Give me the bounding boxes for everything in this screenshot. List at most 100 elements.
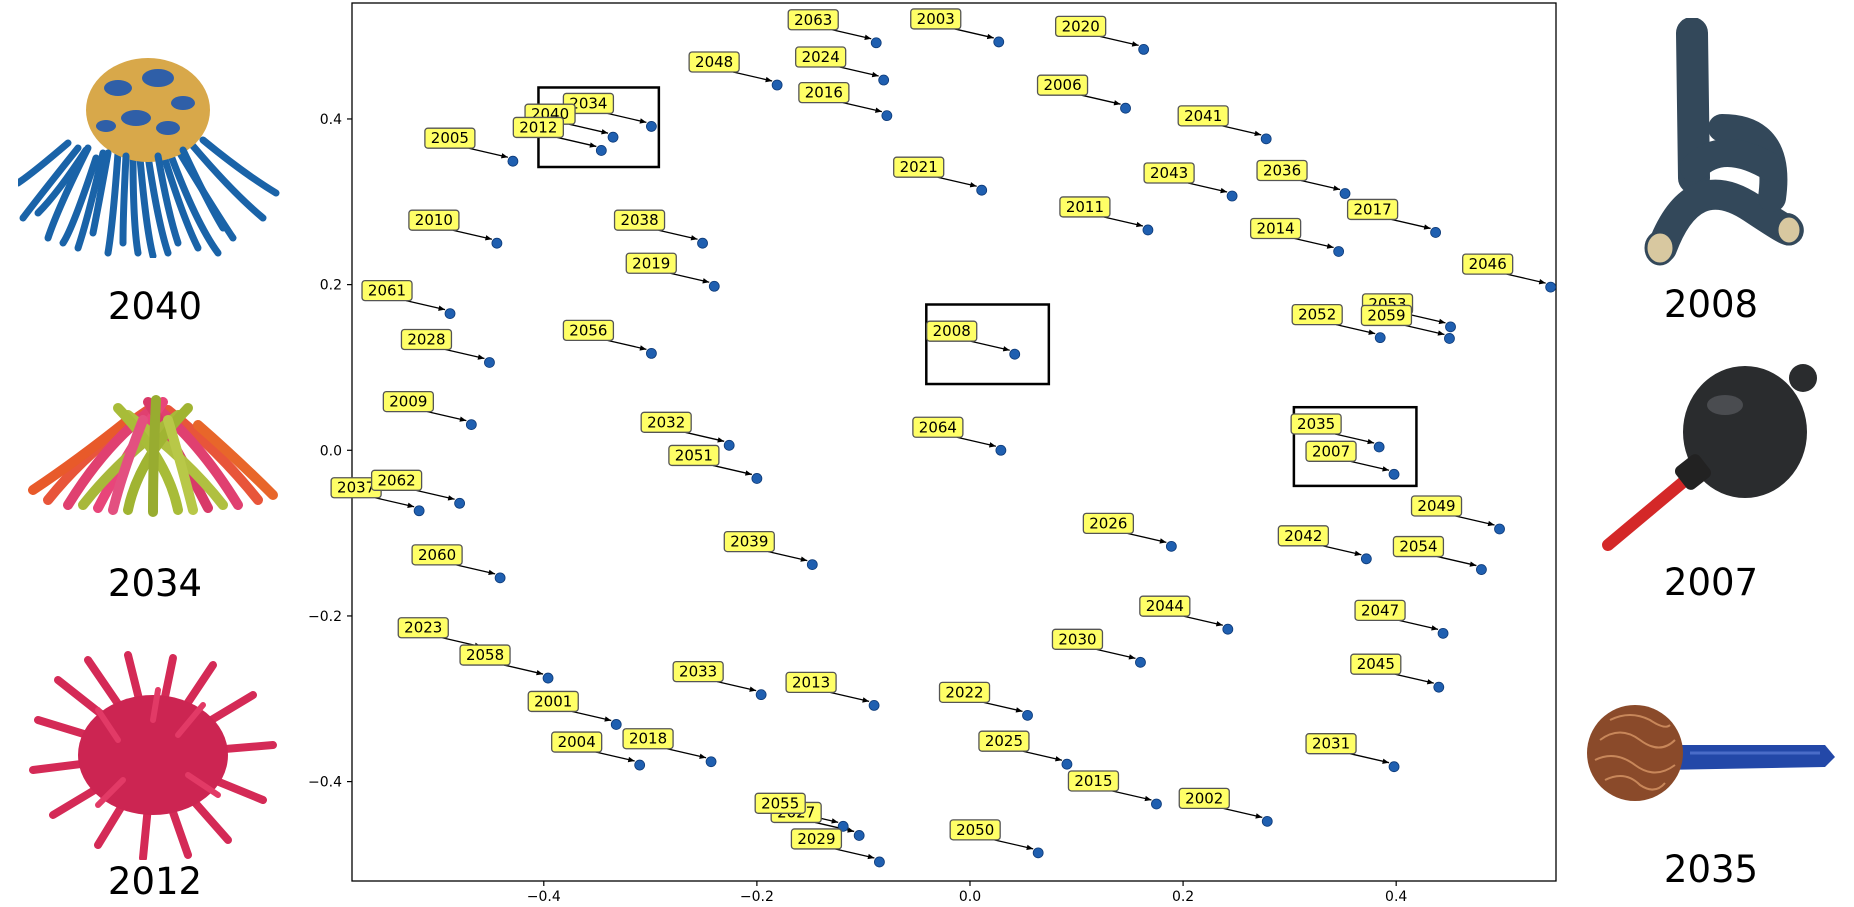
- arrow-head: [1423, 224, 1431, 230]
- annotation-arrow: [1506, 273, 1546, 284]
- annotation-arrow: [815, 821, 855, 833]
- arrow-head: [867, 853, 875, 860]
- point-label: 2041: [1184, 107, 1222, 125]
- point-label: 2061: [368, 282, 406, 300]
- point-label-box: [1462, 253, 1514, 275]
- point-label: 2035: [1297, 415, 1335, 433]
- point-label: 2007: [1312, 442, 1350, 460]
- arrow-head: [447, 495, 455, 501]
- data-point: [705, 756, 717, 768]
- data-point: [1261, 815, 1273, 827]
- data-point: [444, 308, 456, 320]
- point-label-box: [622, 728, 674, 750]
- annotation-arrow: [658, 229, 698, 240]
- point-label: 2051: [675, 446, 713, 464]
- arrow-head: [1254, 130, 1262, 137]
- squishy-ball-pink-green-strands-icon: [28, 390, 278, 520]
- data-point: [646, 121, 657, 132]
- point-label-box: [1256, 159, 1308, 182]
- annotation-arrow: [1112, 790, 1152, 801]
- arrow-head: [988, 442, 996, 448]
- arrow-head: [1215, 621, 1223, 627]
- point-label-box: [787, 9, 839, 31]
- annotation-arrow: [835, 848, 875, 859]
- annotation-arrow: [768, 550, 808, 562]
- point-label-box: [370, 469, 423, 491]
- annotation-arrow: [1406, 313, 1446, 324]
- data-point: [646, 347, 657, 359]
- point-label: 2022: [945, 683, 983, 701]
- annotation-arrow: [829, 691, 870, 703]
- arrow-head: [1113, 100, 1121, 106]
- side-caption-left-3: 2012: [107, 860, 203, 903]
- point-label: 2054: [1399, 538, 1437, 556]
- point-label: 2059: [1367, 306, 1405, 324]
- data-point: [1135, 656, 1146, 668]
- annotation-arrow: [937, 176, 977, 187]
- data-point: [878, 74, 890, 86]
- point-label-box: [949, 819, 1001, 841]
- data-point: [874, 856, 885, 868]
- air-blower-bulb-icon: [1600, 360, 1820, 560]
- point-label-box: [1067, 770, 1120, 792]
- point-label: 2003: [917, 10, 955, 28]
- data-point: [1437, 627, 1449, 639]
- point-label-box: [1350, 653, 1402, 675]
- annotation-arrow: [557, 136, 597, 148]
- y-tick-label: −0.2: [308, 609, 342, 625]
- annotation-arrow: [455, 564, 496, 575]
- arrow-head: [1128, 654, 1136, 660]
- data-point: [1138, 43, 1150, 55]
- data-point: [1333, 246, 1345, 257]
- annotation-arrow: [712, 464, 753, 476]
- data-point: [595, 145, 607, 156]
- annotation-arrow: [1334, 433, 1375, 444]
- y-tick-label: 0.0: [320, 443, 342, 459]
- point-label-box: [1290, 413, 1342, 435]
- annotation-arrow: [717, 680, 757, 692]
- arrow-head: [536, 669, 544, 676]
- plot-frame: [351, 2, 1557, 882]
- data-point: [1360, 553, 1372, 565]
- point-label: 2030: [1058, 630, 1096, 648]
- point-label: 2023: [404, 619, 442, 637]
- annotation-arrow: [970, 340, 1010, 351]
- point-label: 2052: [1298, 306, 1336, 324]
- annotation-arrow: [607, 112, 647, 124]
- data-point: [413, 505, 425, 517]
- arrow-head: [871, 71, 879, 78]
- point-label-box: [1143, 162, 1195, 184]
- x-tick-label: 0.4: [1385, 889, 1407, 905]
- point-label-box: [361, 279, 413, 302]
- arrow-head: [1438, 318, 1446, 325]
- arrow-head: [862, 697, 870, 703]
- point-label: 2008: [933, 322, 971, 340]
- point-label: 2043: [1150, 164, 1188, 182]
- annotation-arrow: [1349, 753, 1390, 764]
- point-label: 2028: [407, 330, 445, 348]
- point-label: 2016: [805, 84, 843, 102]
- data-point: [1476, 564, 1487, 575]
- arrow-head: [1469, 561, 1477, 567]
- data-point: [1142, 224, 1154, 236]
- annotation-arrow: [1394, 673, 1434, 684]
- data-point: [870, 37, 882, 49]
- arrow-head: [986, 33, 994, 40]
- point-label: 2060: [418, 546, 456, 564]
- data-point: [1339, 188, 1351, 199]
- annotation-arrow: [994, 839, 1034, 850]
- data-point: [723, 439, 735, 451]
- data-point: [1222, 623, 1234, 635]
- annotation-arrow: [1127, 532, 1167, 543]
- side-caption-right-2: 2007: [1663, 561, 1759, 604]
- annotation-arrow: [1096, 648, 1136, 659]
- point-label: 2033: [679, 663, 717, 681]
- annotation-arrow: [427, 410, 467, 422]
- data-point: [751, 473, 763, 484]
- knotted-foam-tube-icon: [1632, 17, 1812, 278]
- annotation-arrow: [839, 66, 879, 77]
- data-point: [1388, 761, 1400, 773]
- arrow-head: [1368, 329, 1376, 335]
- x-tick-label: 0.0: [959, 889, 981, 905]
- point-label-box: [926, 320, 978, 342]
